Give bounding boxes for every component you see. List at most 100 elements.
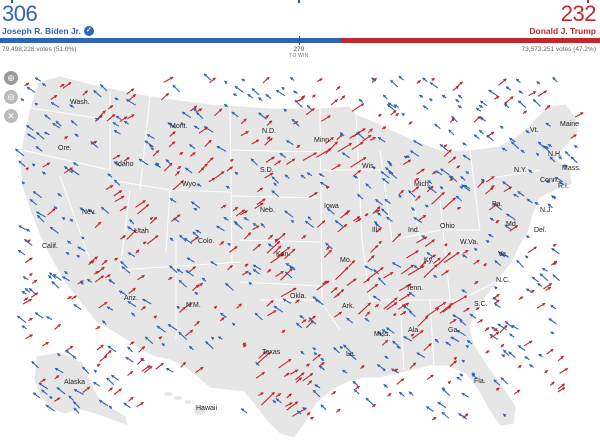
shift-arrow-dem — [528, 169, 533, 174]
shift-arrow-dem — [485, 239, 490, 244]
shift-arrow-dem — [90, 141, 99, 149]
shift-arrow-dem — [201, 277, 207, 282]
shift-arrow-rep — [392, 233, 402, 243]
shift-arrow-dem — [17, 249, 26, 256]
shift-arrow-dem — [127, 226, 135, 232]
shift-arrow-rep — [54, 397, 61, 402]
shift-arrow-dem — [381, 208, 389, 216]
shift-arrow-rep — [302, 372, 314, 382]
shift-arrow-dem — [142, 298, 152, 305]
shift-arrow-rep — [146, 235, 159, 245]
shift-arrow-rep — [149, 216, 154, 221]
shift-arrow-rep — [293, 121, 299, 125]
shift-arrow-dem — [223, 103, 229, 108]
shift-arrow-rep — [367, 267, 384, 280]
shift-arrow-dem — [457, 94, 463, 99]
shift-arrow-dem — [248, 272, 252, 276]
shift-arrow-rep — [135, 249, 140, 254]
shift-arrow-dem — [550, 331, 555, 335]
shift-arrow-dem — [504, 320, 514, 329]
trump-name: Donald J. Trump — [529, 26, 596, 36]
shift-arrow-dem — [463, 184, 471, 190]
shift-arrow-dem — [459, 319, 467, 326]
shift-arrow-dem — [68, 395, 74, 401]
shift-arrow-dem — [289, 76, 295, 81]
zoom-out-icon[interactable]: ⊖ — [4, 90, 18, 104]
shift-arrow-rep — [42, 162, 51, 168]
shift-arrow-dem — [462, 142, 467, 146]
shift-arrow-dem — [364, 265, 373, 271]
shift-arrow-dem — [473, 134, 480, 140]
shift-arrow-dem — [558, 180, 565, 186]
shift-arrow-dem — [179, 234, 187, 242]
shift-arrow-dem — [86, 278, 93, 283]
shift-arrow-dem — [341, 152, 351, 159]
shift-arrow-dem — [49, 226, 59, 234]
shift-arrow-dem — [424, 204, 429, 208]
shift-arrow-rep — [557, 355, 564, 362]
shift-arrow-rep — [325, 185, 330, 190]
shift-arrow-rep — [337, 223, 348, 233]
shift-arrow-dem — [493, 286, 498, 290]
shift-arrow-dem — [108, 405, 113, 410]
shift-arrow-dem — [516, 259, 525, 268]
shift-arrow-dem — [432, 274, 438, 279]
shift-arrow-dem — [216, 145, 227, 152]
shift-arrow-dem — [461, 359, 466, 363]
shift-arrow-rep — [88, 260, 95, 266]
shift-arrow-dem — [441, 411, 450, 419]
shift-arrow-rep — [169, 131, 176, 137]
shift-arrow-rep — [522, 110, 528, 115]
shift-arrow-rep — [136, 358, 144, 365]
win-threshold-text: TO WIN — [289, 53, 309, 59]
shift-arrow-dem — [383, 383, 389, 389]
shift-arrow-dem — [537, 141, 544, 148]
shift-arrow-rep — [24, 82, 30, 87]
shift-arrow-rep — [267, 234, 274, 240]
shift-arrow-dem — [271, 176, 279, 184]
shift-arrow-rep — [280, 267, 293, 281]
shift-arrow-rep — [442, 197, 456, 210]
shift-arrow-dem — [120, 260, 128, 268]
shift-arrow-rep — [244, 263, 249, 267]
shift-arrow-dem — [532, 99, 541, 107]
shift-arrow-dem — [558, 156, 563, 160]
shift-arrow-dem — [196, 183, 202, 187]
shift-arrow-rep — [25, 167, 30, 171]
shift-arrow-dem — [233, 92, 238, 97]
shift-arrow-rep — [456, 206, 461, 211]
shift-arrow-rep — [296, 144, 301, 149]
shift-arrow-dem — [252, 264, 262, 270]
shift-arrow-rep — [219, 240, 225, 246]
shift-arrow-dem — [94, 117, 99, 122]
close-icon[interactable]: ✕ — [4, 109, 18, 123]
state-label-nev: Nev. — [82, 209, 96, 216]
shift-arrow-dem — [498, 251, 510, 258]
shift-arrow-dem — [517, 344, 526, 351]
shift-arrow-rep — [398, 293, 411, 302]
state-label-vt: Vt. — [530, 127, 539, 134]
shift-arrow-rep — [272, 245, 282, 255]
shift-arrow-dem — [552, 76, 558, 83]
shift-arrow-rep — [475, 307, 480, 311]
state-labels: Wash. Ore. Idaho Mont. Wyo. Nev. Calif. … — [42, 99, 581, 412]
shift-arrow-rep — [258, 392, 264, 396]
shift-arrow-rep — [137, 274, 145, 281]
shift-arrow-rep — [352, 169, 362, 177]
shift-arrow-rep — [381, 126, 387, 130]
shift-arrow-dem — [193, 125, 200, 130]
state-label-texas: Texas — [262, 349, 281, 356]
zoom-in-icon[interactable]: ⊕ — [4, 71, 18, 85]
state-label-iowa: Iowa — [324, 203, 339, 210]
shift-arrow-dem — [64, 270, 69, 275]
shift-arrow-rep — [63, 135, 69, 140]
shift-arrow-dem — [405, 155, 410, 159]
shift-arrow-rep — [339, 211, 349, 219]
shift-arrow-dem — [176, 268, 184, 274]
shift-arrow-dem — [234, 171, 239, 176]
shift-arrow-dem — [28, 287, 37, 296]
shift-arrow-dem — [493, 379, 501, 386]
shift-arrow-rep — [185, 329, 194, 337]
shift-arrow-rep — [242, 342, 247, 346]
